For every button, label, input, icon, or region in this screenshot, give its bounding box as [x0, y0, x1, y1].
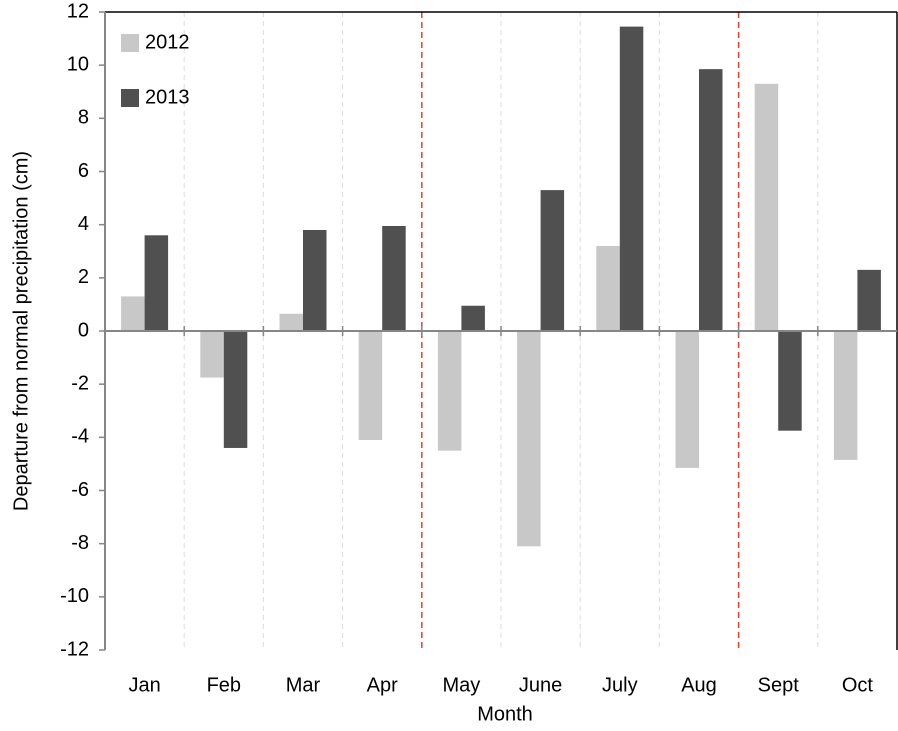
- x-tick-label: Oct: [842, 674, 874, 696]
- y-tick-label: 4: [78, 213, 89, 235]
- x-tick-label: May: [443, 674, 481, 696]
- y-tick-label: 10: [67, 53, 89, 75]
- bar: [596, 245, 620, 331]
- bar: [382, 225, 406, 331]
- bar: [754, 83, 779, 332]
- x-tick-label: July: [602, 674, 638, 696]
- x-tick-label: Mar: [286, 674, 321, 696]
- legend-label: 2013: [145, 86, 190, 108]
- y-tick-label: -2: [71, 372, 89, 394]
- y-tick-label: 12: [67, 0, 89, 22]
- y-tick-label: -10: [60, 585, 89, 607]
- y-axis-title: Departure from normal precipitation (cm): [10, 151, 32, 511]
- x-tick-label: Sept: [758, 674, 800, 696]
- bar: [778, 331, 802, 431]
- bar: [121, 296, 145, 331]
- legend-swatch: [121, 89, 139, 107]
- bar: [144, 235, 169, 331]
- legend-label: 2012: [145, 31, 190, 53]
- bar: [857, 269, 881, 331]
- x-tick-label: Jan: [128, 674, 160, 696]
- bar: [517, 331, 541, 547]
- y-tick-label: 2: [78, 266, 89, 288]
- y-tick-label: 8: [78, 107, 89, 129]
- bar: [833, 331, 858, 460]
- bar: [619, 26, 644, 332]
- bar: [437, 331, 462, 451]
- x-axis-title: Month: [477, 703, 533, 725]
- y-tick-label: -4: [71, 426, 89, 448]
- x-tick-label: Apr: [367, 674, 398, 696]
- y-tick-label: 0: [78, 319, 89, 341]
- x-tick-label: Feb: [207, 674, 241, 696]
- bar: [699, 69, 723, 331]
- bar: [358, 331, 383, 440]
- x-tick-label: June: [519, 674, 562, 696]
- y-tick-label: -8: [71, 532, 89, 554]
- bar: [540, 190, 565, 331]
- bar: [279, 313, 303, 331]
- bar: [675, 331, 699, 468]
- bar: [223, 331, 248, 448]
- y-tick-label: -6: [71, 479, 89, 501]
- bar: [303, 229, 327, 331]
- y-tick-label: 6: [78, 160, 89, 182]
- bar: [200, 331, 224, 378]
- bar: [461, 305, 485, 331]
- legend-swatch: [121, 34, 139, 52]
- x-tick-label: Aug: [681, 674, 717, 696]
- y-tick-label: -12: [60, 638, 89, 660]
